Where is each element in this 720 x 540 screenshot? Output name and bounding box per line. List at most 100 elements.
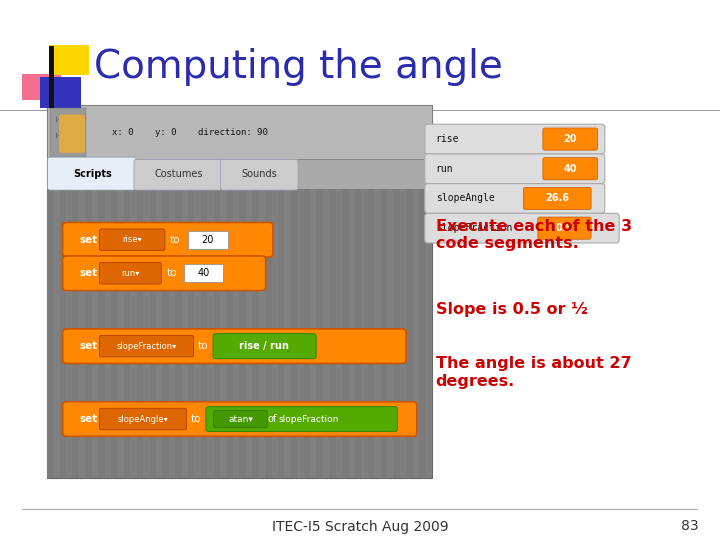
- FancyBboxPatch shape: [425, 184, 605, 213]
- FancyBboxPatch shape: [59, 114, 85, 153]
- Text: run▾: run▾: [121, 269, 140, 278]
- FancyBboxPatch shape: [99, 262, 161, 284]
- Bar: [394, 189, 400, 478]
- Bar: [419, 189, 426, 478]
- Bar: [47, 105, 432, 478]
- Bar: [47, 189, 53, 478]
- Bar: [22, 74, 61, 100]
- Bar: [304, 189, 310, 478]
- Text: to: to: [191, 414, 202, 424]
- Text: slopeAngle: slopeAngle: [436, 193, 495, 204]
- Bar: [278, 189, 284, 478]
- FancyBboxPatch shape: [134, 159, 222, 190]
- Bar: [150, 189, 156, 478]
- Text: set: set: [80, 235, 98, 245]
- Bar: [368, 189, 374, 478]
- Bar: [49, 46, 54, 108]
- Text: slopeFraction: slopeFraction: [436, 223, 512, 233]
- Bar: [98, 189, 104, 478]
- Text: Costumes: Costumes: [154, 169, 203, 179]
- FancyBboxPatch shape: [543, 158, 598, 180]
- Bar: [381, 189, 387, 478]
- FancyBboxPatch shape: [63, 222, 273, 257]
- Text: to: to: [198, 341, 209, 351]
- Text: 26.6: 26.6: [545, 193, 570, 204]
- Text: rise▾: rise▾: [122, 235, 142, 244]
- Text: rise / run: rise / run: [239, 341, 289, 351]
- Text: set: set: [80, 341, 98, 351]
- Text: slopeFraction: slopeFraction: [279, 415, 339, 423]
- FancyBboxPatch shape: [543, 128, 598, 150]
- Bar: [73, 189, 79, 478]
- Bar: [60, 189, 66, 478]
- Bar: [317, 189, 323, 478]
- Text: 40: 40: [564, 164, 577, 174]
- FancyBboxPatch shape: [220, 159, 298, 190]
- Text: Computing the angle: Computing the angle: [94, 49, 503, 86]
- FancyBboxPatch shape: [206, 407, 397, 431]
- FancyBboxPatch shape: [63, 402, 417, 436]
- Bar: [329, 189, 336, 478]
- Text: 40: 40: [197, 268, 210, 278]
- Bar: [137, 189, 143, 478]
- FancyBboxPatch shape: [99, 335, 194, 357]
- Bar: [49, 45, 89, 75]
- FancyBboxPatch shape: [99, 229, 165, 251]
- Bar: [22, 509, 698, 510]
- FancyBboxPatch shape: [425, 124, 605, 154]
- Text: to: to: [170, 235, 181, 245]
- Bar: [40, 77, 81, 108]
- Bar: [188, 189, 194, 478]
- Text: 20: 20: [202, 235, 214, 245]
- Bar: [175, 189, 181, 478]
- Bar: [184, 264, 223, 282]
- Text: slopeAngle▾: slopeAngle▾: [117, 415, 168, 423]
- FancyBboxPatch shape: [63, 256, 266, 291]
- FancyBboxPatch shape: [538, 217, 591, 239]
- Bar: [406, 189, 413, 478]
- Text: [+]: [+]: [55, 116, 65, 122]
- Text: The angle is about 27
degrees.: The angle is about 27 degrees.: [436, 356, 631, 389]
- Bar: [214, 189, 220, 478]
- Text: Execute each of the 3
code segments.: Execute each of the 3 code segments.: [436, 219, 631, 251]
- FancyBboxPatch shape: [523, 187, 591, 210]
- Text: Scripts: Scripts: [73, 169, 112, 179]
- Bar: [47, 189, 432, 478]
- Bar: [342, 189, 348, 478]
- FancyBboxPatch shape: [214, 410, 267, 428]
- Bar: [163, 189, 168, 478]
- FancyBboxPatch shape: [425, 213, 619, 243]
- Bar: [50, 108, 86, 157]
- Bar: [85, 189, 91, 478]
- Text: 0.5: 0.5: [556, 223, 573, 233]
- Text: 83: 83: [681, 519, 698, 534]
- Bar: [355, 189, 361, 478]
- FancyBboxPatch shape: [99, 408, 186, 430]
- Bar: [239, 189, 246, 478]
- Bar: [111, 189, 117, 478]
- Text: rise: rise: [436, 134, 459, 144]
- Text: 20: 20: [564, 134, 577, 144]
- Text: ITEC-I5 Scratch Aug 2009: ITEC-I5 Scratch Aug 2009: [271, 519, 449, 534]
- Text: to: to: [166, 268, 177, 278]
- Bar: [124, 189, 130, 478]
- Bar: [265, 189, 271, 478]
- Text: [-]: [-]: [55, 132, 62, 138]
- Bar: [188, 231, 228, 249]
- Text: set: set: [80, 414, 98, 424]
- Text: Sounds: Sounds: [241, 169, 277, 179]
- Bar: [227, 189, 233, 478]
- Text: run: run: [436, 164, 453, 174]
- Text: of: of: [268, 414, 276, 424]
- Bar: [201, 189, 207, 478]
- FancyBboxPatch shape: [48, 157, 136, 190]
- Text: slopeFraction▾: slopeFraction▾: [117, 342, 176, 350]
- FancyBboxPatch shape: [63, 329, 406, 363]
- Text: Slope is 0.5 or ½: Slope is 0.5 or ½: [436, 302, 588, 318]
- Bar: [0, 110, 720, 111]
- Text: atan▾: atan▾: [228, 415, 253, 423]
- Bar: [252, 189, 258, 478]
- Text: set: set: [80, 268, 98, 278]
- FancyBboxPatch shape: [425, 154, 605, 184]
- FancyBboxPatch shape: [213, 334, 316, 359]
